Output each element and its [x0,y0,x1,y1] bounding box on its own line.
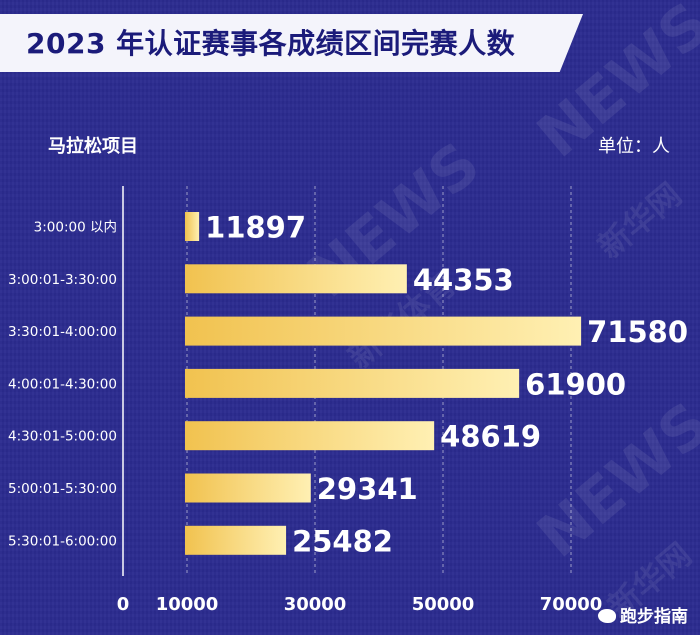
x-tick-label: 10000 [156,594,219,615]
category-label: 4:00:01-4:30:00 [8,376,117,392]
bar [185,212,200,241]
bar [185,316,582,346]
brand-label: 跑步指南 [598,602,688,627]
bar [185,473,311,503]
category-label: 4:30:01-5:00:00 [8,429,117,445]
value-label: 44353 [413,263,514,297]
value-label: 71580 [587,315,688,349]
title-banner [0,14,583,72]
brand-text: 跑步指南 [620,607,688,627]
value-label: 25482 [292,524,393,558]
category-label: 5:30:01-6:00:00 [8,533,117,549]
value-label: 11897 [205,211,306,245]
bar [185,525,287,555]
x-tick-label: 70000 [540,594,603,615]
category-label: 3:00:00 以内 [34,220,117,236]
unit-label: 单位：人 [598,136,670,157]
bar [185,421,435,451]
value-label: 48619 [440,420,541,454]
x-tick-label: 50000 [412,594,475,615]
weibo-logo-icon [598,609,616,623]
value-label: 29341 [317,472,418,506]
x-tick-label: 30000 [284,594,347,615]
category-label: 3:30:01-4:00:00 [8,324,117,340]
bar [185,368,520,398]
value-label: 61900 [525,367,626,401]
bar [185,264,407,294]
x-tick-label: 0 [117,594,130,615]
category-label: 5:00:01-5:30:00 [8,481,117,497]
chart-subtitle: 马拉松项目 [48,136,138,157]
chart-title: 2023 年认证赛事各成绩区间完赛人数 [26,27,516,60]
category-label: 3:00:01-3:30:00 [8,272,117,288]
